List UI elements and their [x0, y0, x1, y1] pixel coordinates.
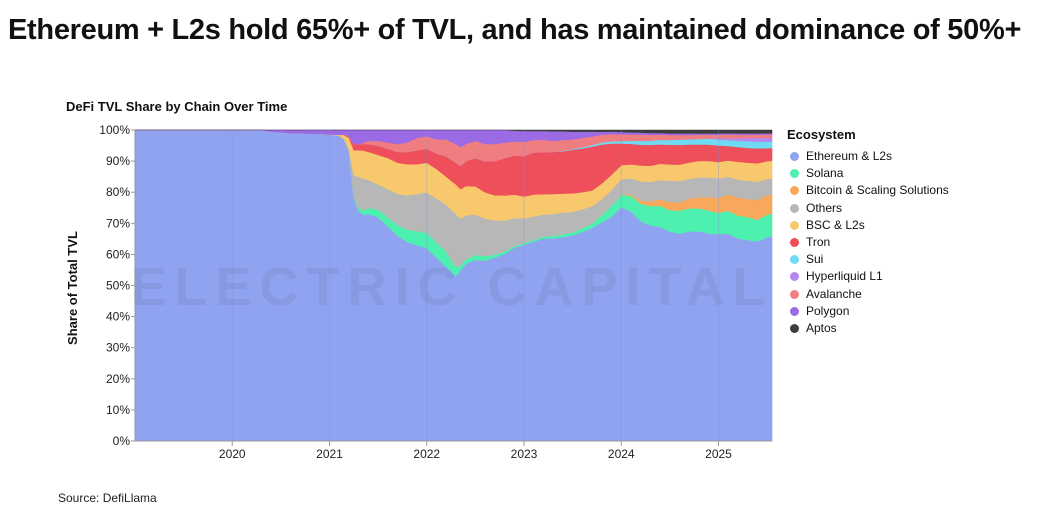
legend-item: Ethereum & L2s [787, 148, 949, 165]
legend-item: BSC & L2s [787, 217, 949, 234]
legend-label: Aptos [806, 320, 837, 335]
x-tick-label: 2021 [316, 447, 343, 461]
y-tick-label: 70% [106, 216, 130, 230]
y-tick-label: 30% [106, 341, 130, 355]
legend-swatch [790, 169, 799, 179]
y-tick-label: 20% [106, 372, 130, 386]
legend-swatch [790, 220, 799, 230]
source-note: Source: DefiLlama [58, 491, 157, 505]
legend-item: Solana [787, 165, 949, 182]
y-tick-label: 60% [106, 247, 130, 261]
x-axis: 2020 2021 2022 2023 2024 2025 [135, 440, 772, 461]
legend-item: Sui [787, 251, 949, 268]
legend-label: BSC & L2s [806, 217, 865, 232]
legend: Ecosystem Ethereum & L2s Solana Bitcoin & … [787, 127, 949, 337]
plot-grid [231, 130, 720, 441]
legend-label: Sui [806, 252, 824, 267]
legend-item: Hyperliquid L1 [787, 268, 949, 285]
area-aptos [134, 129, 773, 134]
legend-item: Others [787, 200, 949, 217]
legend-item: Tron [787, 234, 949, 251]
x-tick-label: 2024 [608, 447, 635, 461]
legend-swatch [790, 186, 799, 196]
x-tick-label: 2020 [219, 447, 246, 461]
x-tick-label: 2022 [413, 447, 440, 461]
legend-swatch [790, 272, 799, 282]
x-tick-label: 2023 [511, 447, 538, 461]
legend-swatch [790, 306, 799, 316]
legend-item: Aptos [787, 320, 949, 337]
y-tick-label: 90% [106, 154, 130, 168]
legend-label: Solana [806, 166, 844, 181]
legend-items: Ethereum & L2s Solana Bitcoin & Scaling So… [787, 148, 949, 337]
y-tick-label: 40% [106, 310, 130, 324]
legend-label: Avalanche [806, 286, 862, 301]
y-tick-label: 80% [106, 185, 130, 199]
legend-label: Hyperliquid L1 [806, 269, 883, 284]
legend-swatch [790, 238, 799, 248]
legend-label: Polygon [806, 303, 850, 318]
watermark: ELECTRIC CAPITAL [131, 257, 774, 317]
y-tick-label: 0% [113, 434, 131, 448]
y-tick-label: 50% [106, 279, 130, 293]
chart-title: DeFi TVL Share by Chain Over Time [66, 99, 288, 114]
legend-item: Avalanche [787, 286, 949, 303]
legend-swatch [790, 323, 799, 333]
legend-label: Tron [806, 235, 831, 250]
plot-areas [134, 129, 773, 442]
legend-label: Others [806, 200, 843, 215]
headline: Ethereum + L2s hold 65%+ of TVL, and has… [8, 14, 1022, 46]
legend-swatch [790, 255, 799, 265]
x-tick-label: 2025 [705, 447, 732, 461]
legend-item: Bitcoin & Scaling Solutions [787, 182, 949, 199]
legend-swatch [790, 289, 799, 299]
y-axis: 0% 10% 20% 30% 40% 50% 60% 70% 80% 90% 100% [99, 123, 136, 448]
legend-swatch [790, 152, 799, 162]
legend-item: Polygon [787, 303, 949, 320]
legend-label: Ethereum & L2s [806, 149, 893, 164]
y-tick-label: 100% [99, 123, 130, 137]
y-tick-label: 10% [106, 403, 130, 417]
y-axis-label: Share of Total TVL [65, 231, 80, 345]
legend-swatch [790, 203, 799, 213]
legend-title: Ecosystem [787, 127, 856, 142]
legend-label: Bitcoin & Scaling Solutions [806, 183, 949, 198]
